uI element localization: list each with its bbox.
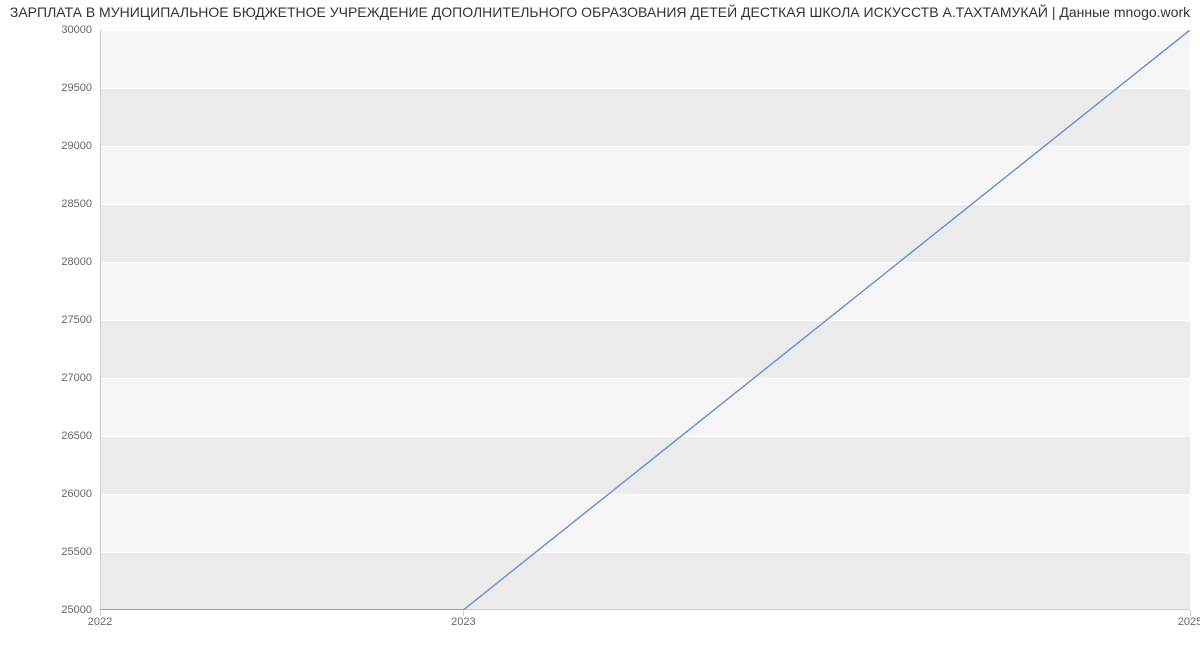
chart-container: ЗАРПЛАТА В МУНИЦИПАЛЬНОЕ БЮДЖЕТНОЕ УЧРЕЖ… [0, 0, 1200, 650]
y-tick-label: 27500 [61, 314, 100, 326]
x-tick-label: 2022 [88, 610, 112, 628]
chart-title: ЗАРПЛАТА В МУНИЦИПАЛЬНОЕ БЮДЖЕТНОЕ УЧРЕЖ… [0, 4, 1200, 20]
y-tick-label: 28500 [61, 198, 100, 210]
y-gridline [100, 610, 1190, 611]
y-tick-label: 29500 [61, 82, 100, 94]
y-tick-label: 25500 [61, 546, 100, 558]
series-svg [100, 30, 1190, 610]
y-tick-label: 26500 [61, 430, 100, 442]
y-tick-label: 30000 [61, 24, 100, 36]
y-tick-label: 28000 [61, 256, 100, 268]
line-series-salary [100, 30, 1190, 610]
x-tick-label: 2025 [1178, 610, 1200, 628]
y-tick-label: 29000 [61, 140, 100, 152]
plot-area: 2500025500260002650027000275002800028500… [100, 30, 1190, 610]
y-tick-label: 27000 [61, 372, 100, 384]
x-tick-label: 2023 [451, 610, 475, 628]
y-tick-label: 26000 [61, 488, 100, 500]
